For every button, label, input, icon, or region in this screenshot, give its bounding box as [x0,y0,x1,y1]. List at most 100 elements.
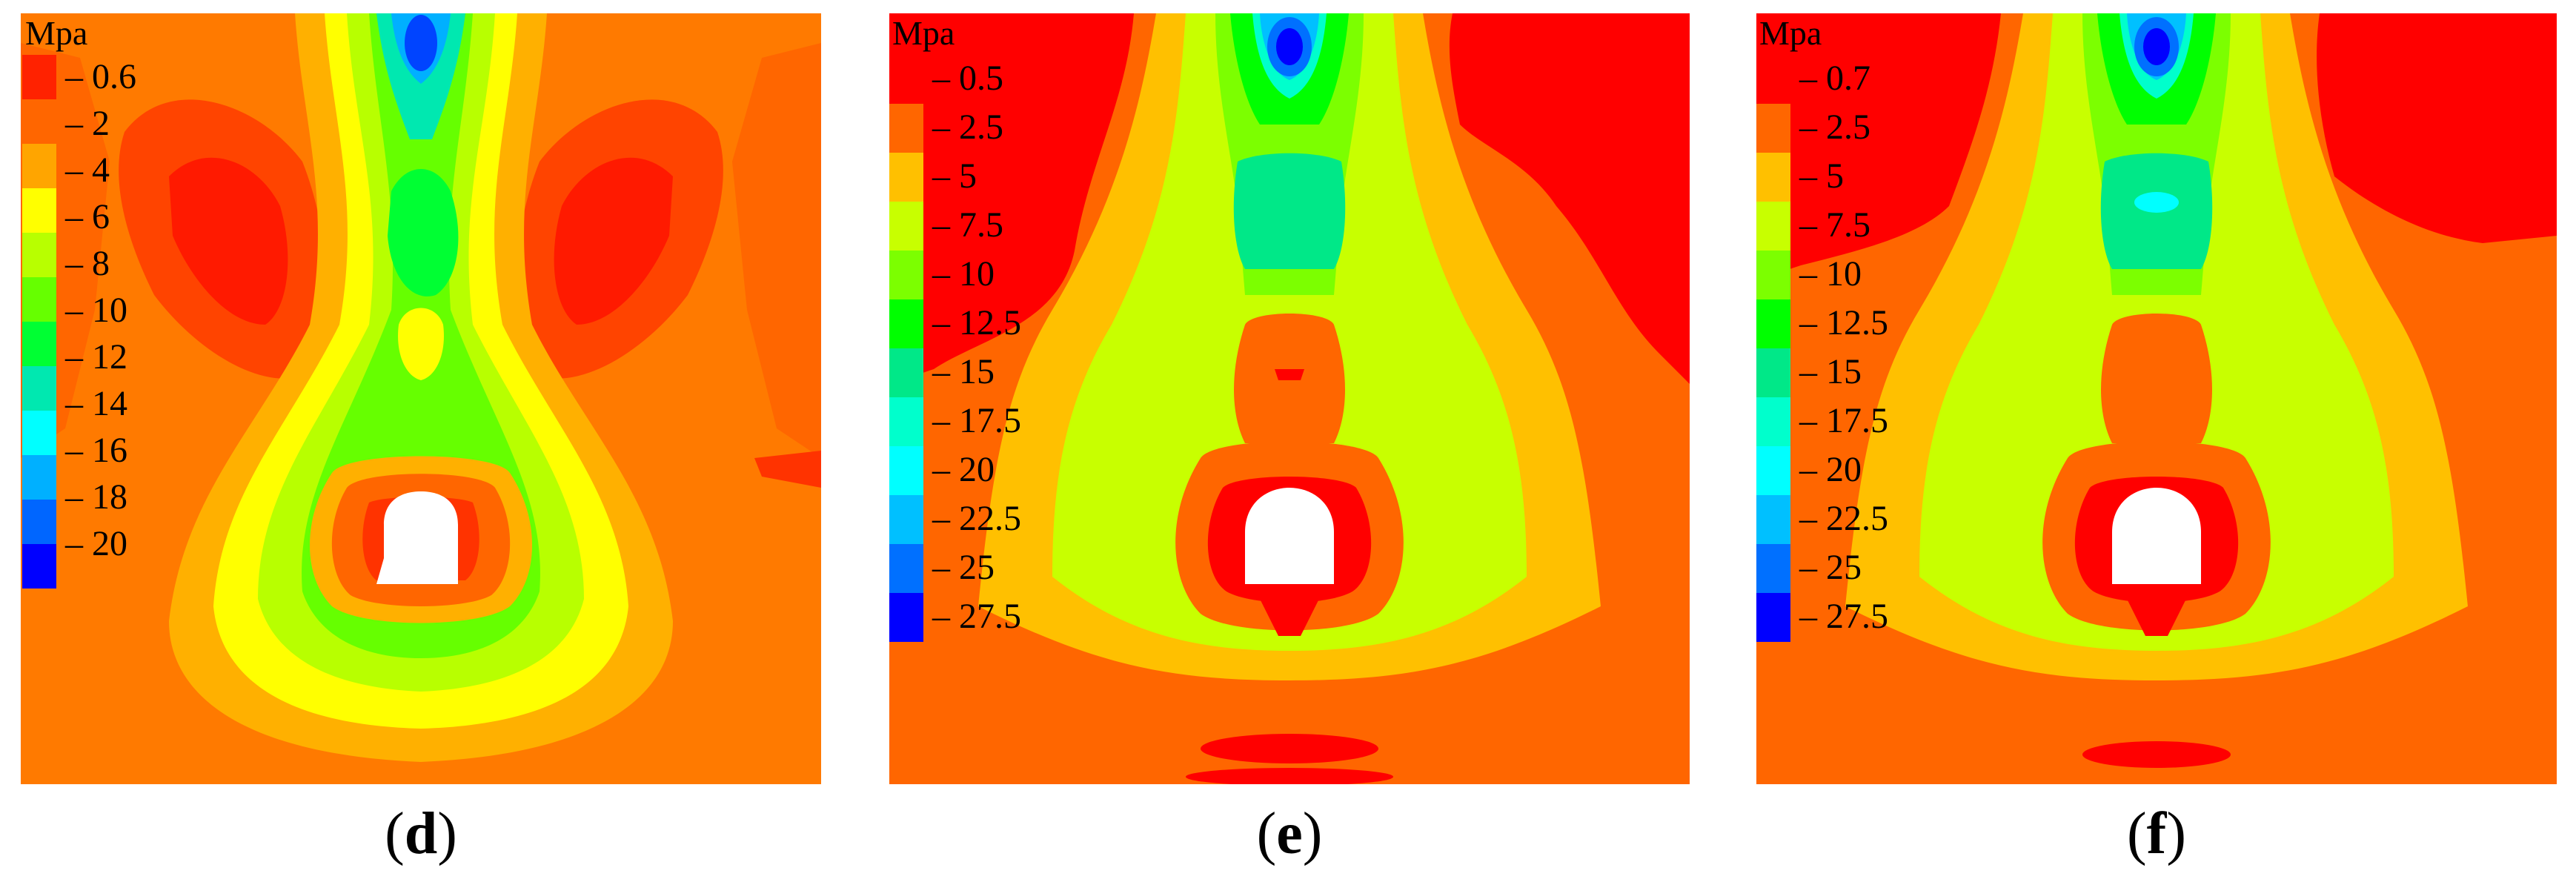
legend-tick: – 14 [65,384,127,423]
legend-tick: – 27.5 [932,597,1021,636]
legend-swatch [889,202,923,251]
crown-core [405,15,437,71]
legend-tick: – 17.5 [932,401,1021,440]
legend-tick: – 5 [1799,156,1844,196]
caption-d: (d) [385,801,457,866]
upper-small-island [398,308,444,380]
caption-e: (e) [1256,801,1323,866]
legend-swatch [889,153,923,202]
legend-swatch [1756,495,1790,544]
legend-swatch [1756,348,1790,397]
tunnel-opening [376,491,458,584]
legend-swatch [22,188,56,233]
legend-swatch [22,411,56,455]
legend-tick: – 25 [1799,548,1862,587]
legend-swatch [889,544,923,593]
legend-swatch [1756,202,1790,251]
legend-tick: – 20 [65,524,127,563]
contour-svg-f [1756,13,2557,784]
legend-tick: – 22.5 [1799,499,1888,538]
legend-tick: – 0.7 [1799,59,1870,98]
tunnel-invert-zone [1260,599,1319,636]
legend-swatch [889,104,923,153]
legend-swatch [1756,55,1790,104]
legend-tick: – 10 [932,254,995,294]
legend-tick: – 4 [65,150,110,190]
legend-swatch [1756,446,1790,495]
legend-swatch [1756,544,1790,593]
legend-tick: – 5 [932,156,977,196]
legend-tick: – 22.5 [932,499,1021,538]
legend-swatch [22,99,56,144]
legend-swatch [22,277,56,322]
legend-tick: – 25 [932,548,995,587]
left-high-zone [1756,13,2001,280]
contour-svg-d [21,13,821,784]
middle-island [388,169,459,296]
legend-swatch [889,348,923,397]
legend-tick: – 16 [65,431,127,470]
legend-tick: – 2 [65,104,110,143]
right-high-zone [2317,13,2557,243]
legend-tick: – 2.5 [932,107,1003,147]
legend-swatch [889,299,923,348]
legend-tick: – 12 [65,337,127,377]
legend-tick: – 20 [1799,450,1862,489]
legend-tick: – 20 [932,450,995,489]
legend-swatch [1756,104,1790,153]
mid-column-core [2134,192,2179,213]
legend-tick: – 17.5 [1799,401,1888,440]
caption-letter-d: d [404,801,438,866]
legend-swatch [22,322,56,366]
legend-swatch [889,397,923,446]
contour-plot-d [21,13,821,784]
legend-tick: – 12.5 [1799,303,1888,342]
legend-tick: – 18 [65,477,127,517]
left-lobe-core [169,157,288,325]
legend-tick: – 15 [932,352,995,391]
legend-swatch [889,251,923,299]
contour-plot-f [1756,13,2557,784]
legend-swatch [889,446,923,495]
legend-tick: – 0.6 [65,57,136,96]
upper-island [2101,314,2212,443]
legend-unit-e: Mpa [892,14,955,52]
legend-swatch [1756,299,1790,348]
legend-tick: – 2.5 [1799,107,1870,147]
bottom-zone-2 [1186,768,1393,784]
legend-tick: – 8 [65,244,110,283]
legend-swatch [889,593,923,642]
caption-letter-f: f [2146,801,2167,866]
bottom-zone-1 [1201,734,1378,763]
legend-swatch [22,366,56,411]
legend-unit-d: Mpa [25,14,88,52]
legend-swatch [1756,251,1790,299]
legend-tick: – 7.5 [932,205,1003,245]
tunnel-opening [2112,488,2201,584]
legend-swatch [22,144,56,188]
edge-patch-right [754,451,821,488]
legend-tick: – 0.5 [932,59,1003,98]
tunnel-invert-zone [2127,599,2186,636]
crown-core [2143,28,2170,65]
right-high-zone [1449,13,1690,384]
legend-unit-f: Mpa [1759,14,1822,52]
tunnel-opening [1245,488,1334,584]
legend-tick: – 15 [1799,352,1862,391]
caption-f: (f) [2127,801,2186,866]
contour-svg-e [889,13,1690,784]
contour-plot-e [889,13,1690,784]
crown-core [1276,28,1303,65]
upper-island-core [1275,369,1304,380]
left-high-zone [889,13,1134,384]
legend-tick: – 10 [65,291,127,330]
legend-swatch [22,544,56,589]
legend-tick: – 6 [65,197,110,236]
legend-swatch [1756,153,1790,202]
right-lobe-core [554,157,673,325]
mid-column-zone [1233,153,1346,269]
legend-swatch [22,455,56,500]
legend-swatch [22,233,56,277]
legend-swatch [1756,593,1790,642]
legend-tick: – 7.5 [1799,205,1870,245]
